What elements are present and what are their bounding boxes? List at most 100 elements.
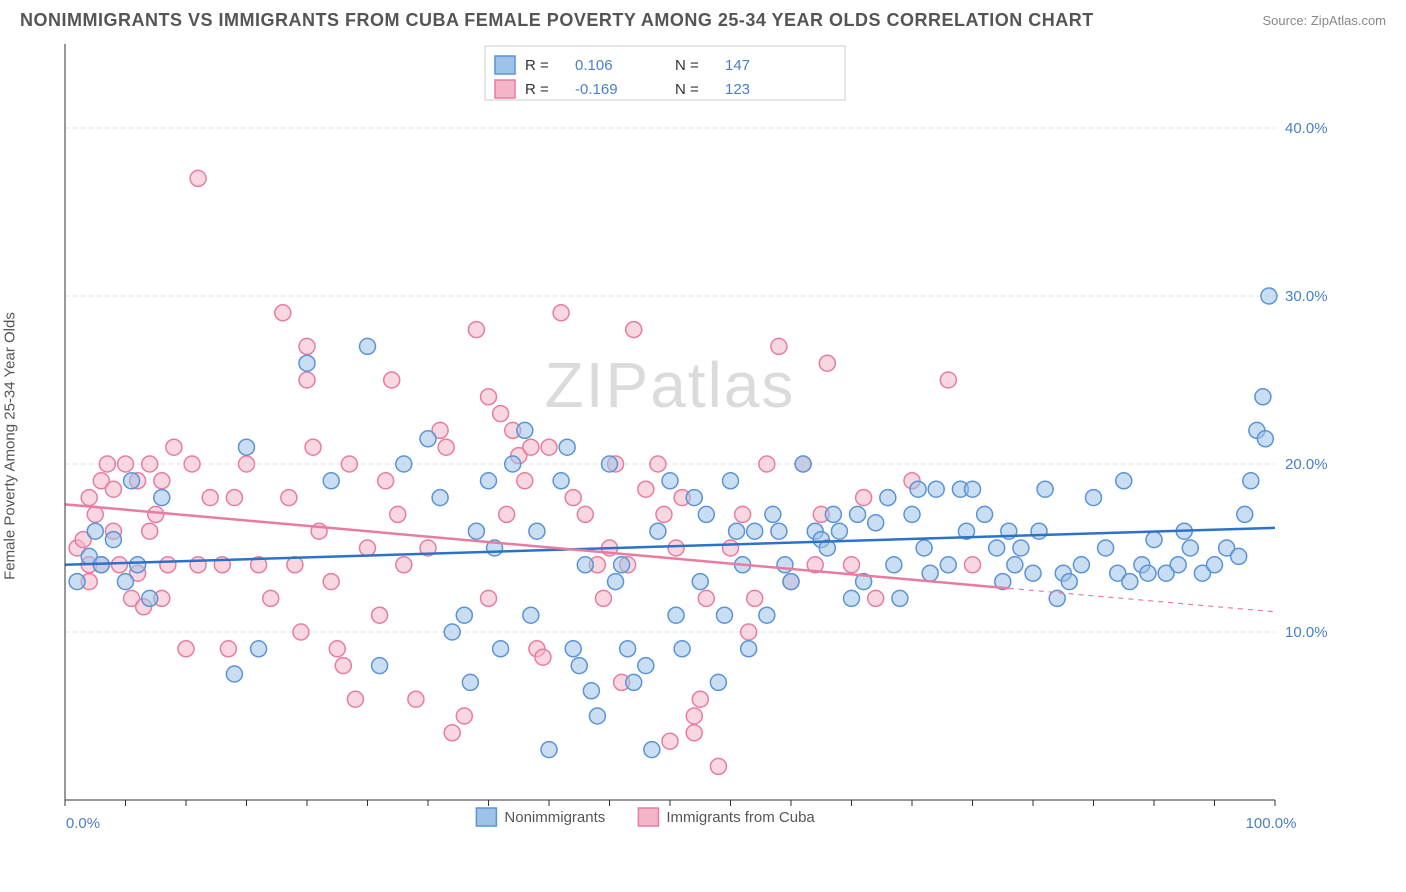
- data-point: [118, 574, 134, 590]
- data-point: [444, 725, 460, 741]
- data-point: [910, 481, 926, 497]
- plot-area: 10.0%20.0%30.0%40.0%ZIPatlas0.0%100.0%No…: [55, 40, 1345, 830]
- data-point: [692, 574, 708, 590]
- y-tick-label: 10.0%: [1285, 624, 1328, 641]
- data-point: [710, 758, 726, 774]
- y-tick-label: 30.0%: [1285, 288, 1328, 305]
- data-point: [384, 372, 400, 388]
- data-point: [777, 557, 793, 573]
- data-point: [335, 658, 351, 674]
- data-point: [468, 322, 484, 338]
- data-point: [656, 506, 672, 522]
- data-point: [686, 490, 702, 506]
- data-point: [226, 490, 242, 506]
- data-point: [940, 557, 956, 573]
- data-point: [1025, 565, 1041, 581]
- data-point: [723, 540, 739, 556]
- data-point: [741, 624, 757, 640]
- data-point: [481, 389, 497, 405]
- data-point: [602, 456, 618, 472]
- data-point: [977, 506, 993, 522]
- data-point: [523, 439, 539, 455]
- data-point: [698, 590, 714, 606]
- data-point: [323, 473, 339, 489]
- data-point: [650, 456, 666, 472]
- data-point: [517, 422, 533, 438]
- legend-n-value: 147: [725, 57, 750, 74]
- data-point: [577, 506, 593, 522]
- legend-r-value: 0.106: [575, 57, 613, 74]
- data-point: [299, 372, 315, 388]
- data-point: [1257, 431, 1273, 447]
- data-point: [698, 506, 714, 522]
- data-point: [372, 607, 388, 623]
- data-point: [220, 641, 236, 657]
- data-point: [493, 641, 509, 657]
- data-point: [105, 481, 121, 497]
- legend-n-label: N =: [675, 81, 699, 98]
- data-point: [644, 742, 660, 758]
- y-tick-label: 40.0%: [1285, 120, 1328, 137]
- title-row: NONIMMIGRANTS VS IMMIGRANTS FROM CUBA FE…: [0, 0, 1406, 31]
- data-point: [741, 641, 757, 657]
- y-axis-label: Female Poverty Among 25-34 Year Olds: [2, 312, 19, 580]
- data-point: [124, 473, 140, 489]
- data-point: [771, 523, 787, 539]
- data-point: [1122, 574, 1138, 590]
- data-point: [69, 574, 85, 590]
- data-point: [1182, 540, 1198, 556]
- data-point: [87, 523, 103, 539]
- data-point: [928, 481, 944, 497]
- legend-swatch: [495, 56, 515, 74]
- data-point: [553, 305, 569, 321]
- legend-r-label: R =: [525, 81, 549, 98]
- data-point: [723, 473, 739, 489]
- data-point: [329, 641, 345, 657]
- data-point: [87, 506, 103, 522]
- data-point: [148, 506, 164, 522]
- data-point: [565, 490, 581, 506]
- data-point: [965, 481, 981, 497]
- data-point: [154, 473, 170, 489]
- data-point: [571, 658, 587, 674]
- data-point: [160, 557, 176, 573]
- data-point: [686, 708, 702, 724]
- data-point: [408, 691, 424, 707]
- legend-label: Immigrants from Cuba: [666, 809, 815, 826]
- data-point: [420, 431, 436, 447]
- data-point: [1237, 506, 1253, 522]
- trend-line: [65, 504, 1009, 588]
- legend-n-value: 123: [725, 81, 750, 98]
- watermark: ZIPatlas: [545, 349, 796, 421]
- data-point: [517, 473, 533, 489]
- data-point: [1098, 540, 1114, 556]
- data-point: [202, 490, 218, 506]
- data-point: [662, 733, 678, 749]
- x-tick-label: 0.0%: [66, 815, 100, 832]
- data-point: [668, 607, 684, 623]
- legend-n-label: N =: [675, 57, 699, 74]
- data-point: [686, 725, 702, 741]
- data-point: [360, 338, 376, 354]
- data-point: [1061, 574, 1077, 590]
- data-point: [795, 456, 811, 472]
- data-point: [142, 590, 158, 606]
- data-point: [1140, 565, 1156, 581]
- data-point: [535, 649, 551, 665]
- data-point: [662, 473, 678, 489]
- data-point: [850, 506, 866, 522]
- data-point: [965, 557, 981, 573]
- data-point: [747, 590, 763, 606]
- data-point: [729, 523, 745, 539]
- data-point: [299, 338, 315, 354]
- legend-r-value: -0.169: [575, 81, 618, 98]
- data-point: [735, 506, 751, 522]
- data-point: [523, 607, 539, 623]
- data-point: [239, 439, 255, 455]
- data-point: [638, 481, 654, 497]
- data-point: [650, 523, 666, 539]
- data-point: [989, 540, 1005, 556]
- data-point: [674, 641, 690, 657]
- data-point: [620, 641, 636, 657]
- data-point: [1031, 523, 1047, 539]
